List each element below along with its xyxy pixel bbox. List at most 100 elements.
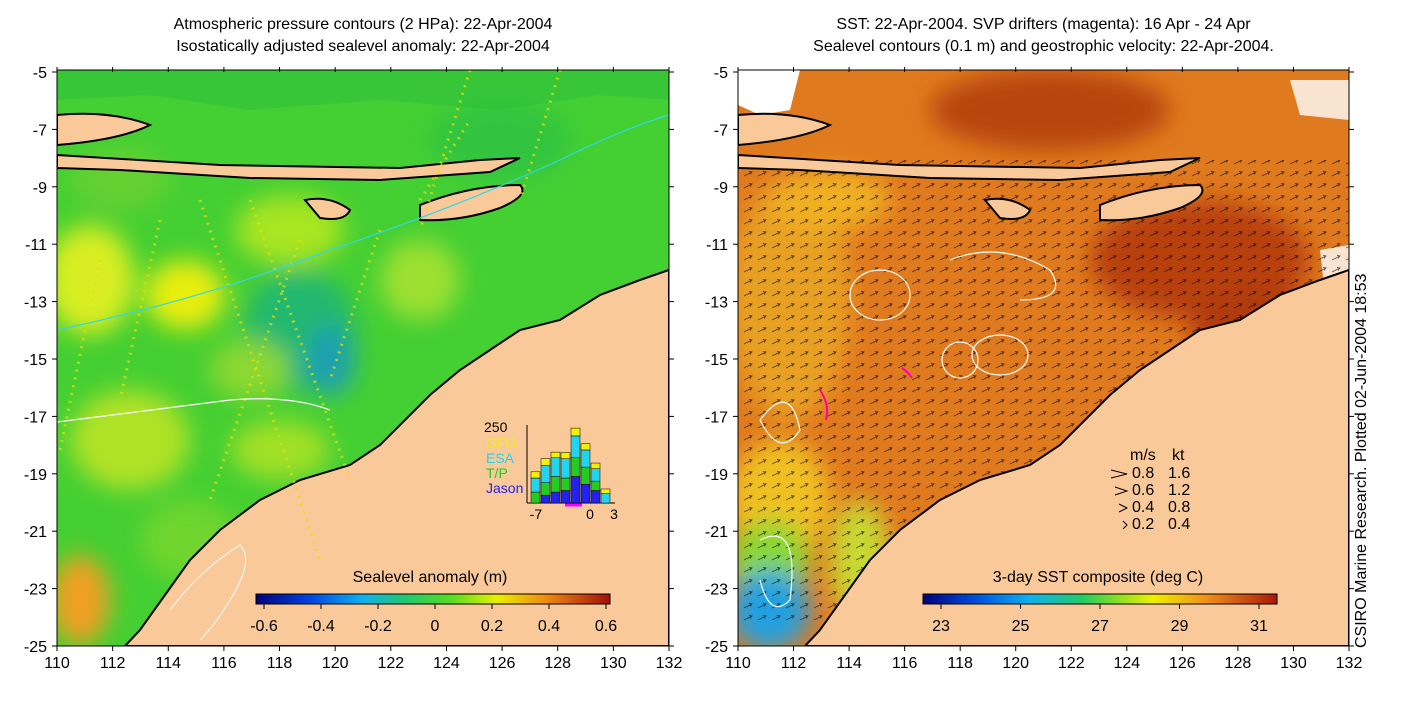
inset-bar-segment	[540, 482, 551, 496]
inset-bar-segment	[550, 476, 561, 493]
lon-tick-label: 114	[836, 655, 862, 672]
left-title: Atmospheric pressure contours (2 HPa): 2…	[57, 14, 669, 58]
inset-legend-entry: Jason	[486, 480, 523, 496]
inset-y-max-label: 250	[484, 419, 508, 435]
left-colorbar: Sealevel anomaly (m) -0.6 -0.4 -0.2 0 0.2 0.4…	[250, 569, 617, 635]
lon-tick-label: 112	[100, 655, 126, 672]
velocity-legend-arrow	[1118, 503, 1129, 513]
left-title-line1: Atmospheric pressure contours (2 HPa): 2…	[173, 16, 553, 33]
colorbar-tick-label: -0.6	[250, 618, 278, 635]
colorbar-tick-label: -0.4	[307, 618, 335, 635]
right-title-line2: Sealevel contours (0.1 m) and geostrophi…	[813, 38, 1274, 55]
credit-note: CSIRO Marine Research. Plotted 02-Jun-20…	[1353, 273, 1370, 648]
velocity-legend-arrow	[1122, 520, 1128, 530]
inset-x-label: 0	[586, 506, 594, 522]
velocity-legend-kt: 1.2	[1168, 482, 1190, 499]
velocity-legend-ms: 0.4	[1132, 499, 1154, 516]
sealevel-contours	[759, 251, 1057, 608]
inset-bar-segment	[580, 466, 591, 485]
colorbar-tick-label: 27	[1091, 618, 1109, 635]
inset-bar-segment	[580, 449, 591, 468]
lat-tick-label: -21	[24, 524, 47, 541]
colorbar-tick-label: 29	[1171, 618, 1189, 635]
lat-tick-label: -23	[24, 582, 47, 599]
colorbar-tick-label: 31	[1250, 618, 1268, 635]
lon-tick-label: 110	[44, 655, 70, 672]
inset-bar-segment	[550, 457, 561, 477]
inset-bar-segment	[580, 484, 591, 504]
velocity-legend-ms: 0.8	[1132, 465, 1154, 482]
colorbar-tick-label: 23	[932, 618, 950, 635]
lat-tick-label: -7	[714, 122, 728, 139]
cloud-mask	[1290, 80, 1349, 120]
inset-bar-segment	[540, 494, 551, 504]
lat-tick-label: -17	[24, 409, 47, 426]
inset-bar-segment	[590, 468, 601, 482]
inset-bar-segment	[570, 435, 581, 459]
lat-tick-label: -15	[705, 352, 728, 369]
cloud-mask	[738, 70, 800, 115]
java-land	[738, 112, 833, 147]
inset-bar-segment	[570, 476, 581, 504]
inset-bar-segment	[530, 471, 541, 479]
lon-tick-label: 126	[489, 655, 516, 672]
inset-bar-segment	[600, 493, 611, 504]
lat-tick-label: -11	[706, 237, 728, 254]
inset-bar-segment	[530, 477, 541, 493]
inset-bar-segment	[590, 480, 601, 491]
lat-tick-label: -19	[24, 467, 47, 484]
inset-legend-entry: T/P	[486, 465, 508, 481]
sumba-land	[303, 197, 352, 220]
lat-tick-label: -9	[33, 180, 47, 197]
inset-bar-segment	[550, 451, 561, 459]
inset-bar-segment	[530, 491, 541, 504]
timor-land	[419, 183, 524, 222]
lon-tick-label: 120	[322, 655, 349, 672]
lesser-sunda-islands	[738, 153, 1201, 182]
lat-tick-label: -13	[705, 295, 728, 312]
java-land	[57, 112, 153, 147]
right-colorbar-label: 3-day SST composite (deg C)	[993, 569, 1203, 586]
right-title: SST: 22-Apr-2004. SVP drifters (magenta)…	[738, 14, 1349, 58]
inset-bar-segment	[580, 443, 591, 451]
lon-tick-label: 116	[211, 655, 237, 672]
colorbar-tick-label: -0.2	[364, 618, 392, 635]
lon-tick-label: 114	[156, 655, 182, 672]
right-colorbar-ramp	[922, 593, 1278, 605]
lon-tick-label: 126	[1169, 655, 1196, 672]
inset-bars	[530, 427, 611, 504]
lat-tick-label: -15	[24, 352, 47, 369]
lon-tick-label: 130	[1280, 655, 1307, 672]
inset-bar-segment	[590, 462, 601, 469]
velocity-legend-ms: 0.6	[1132, 482, 1154, 499]
sumba-land	[983, 197, 1032, 220]
inset-bar-segment	[540, 458, 551, 466]
lon-tick-label: 128	[1225, 655, 1252, 672]
pressure-contour	[57, 398, 331, 423]
inset-bar-segment	[540, 465, 551, 483]
lon-tick-label: 132	[656, 655, 683, 672]
timor-land	[1099, 183, 1204, 222]
right-colorbar-ticks: 23 25 27 29 31	[932, 604, 1268, 635]
australia-land	[803, 268, 1349, 646]
lon-tick-label: 118	[267, 655, 293, 672]
pressure-contour	[169, 544, 247, 641]
colorbar-tick-label: 0	[431, 618, 440, 635]
inset-x-label: -7	[530, 506, 543, 522]
lon-tick-label: 122	[377, 655, 404, 672]
lon-tick-label: 124	[1113, 655, 1140, 672]
velocity-legend-kt: 0.8	[1168, 499, 1190, 516]
right-map-frame	[737, 69, 1350, 647]
colorbar-tick-label: 0.4	[538, 618, 560, 635]
colorbar-tick-label: 25	[1012, 618, 1030, 635]
right-map	[738, 70, 1349, 646]
inset-bar-segment	[570, 457, 581, 477]
left-title-line2: Isostatically adjusted sealevel anomaly:…	[176, 38, 550, 55]
lat-tick-label: -25	[24, 639, 47, 656]
banda-sea-region	[57, 70, 669, 110]
